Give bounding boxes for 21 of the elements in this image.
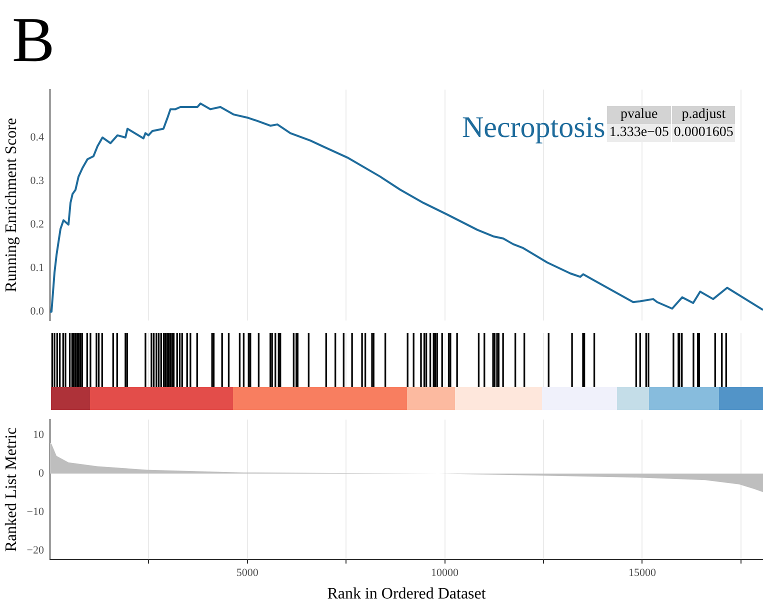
y-tick-label: 10 [33, 428, 44, 441]
y-tick-label: 0.1 [30, 262, 44, 274]
y-tick-label: −20 [26, 544, 44, 557]
y-tick-label: 0.4 [30, 131, 44, 144]
chart-title: B [12, 3, 55, 77]
y-tick-label: 0 [38, 467, 44, 480]
annotation: pvalue [607, 106, 671, 124]
y-tick-label: 0.3 [30, 174, 44, 187]
y-tick-label: 0.0 [30, 306, 44, 318]
y-tick-label: −10 [26, 506, 44, 518]
annotation: p.adjust [672, 106, 736, 124]
y-axis-title: Ranked List Metric [2, 427, 20, 552]
annotation: Necroptosis [462, 111, 606, 145]
x-axis-title: Rank in Ordered Dataset [327, 586, 486, 603]
y-tick-label: 0.2 [30, 218, 44, 230]
annotation: 0.0001605 [672, 124, 736, 142]
annotation: 1.333e−05 [607, 124, 671, 142]
x-tick-label: 10000 [431, 567, 460, 580]
x-tick-label: 15000 [628, 567, 656, 580]
y-axis-title: Running Enrichment Score [2, 118, 20, 292]
x-tick-label: 5000 [236, 567, 259, 580]
